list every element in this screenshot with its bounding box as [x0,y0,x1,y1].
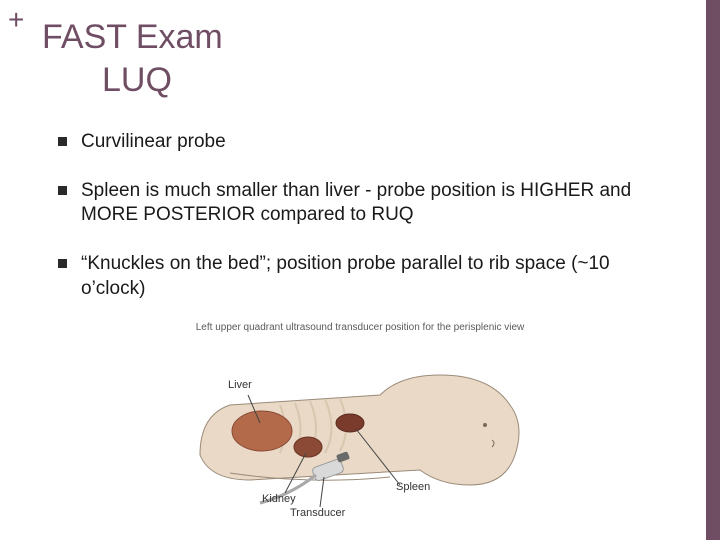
bullet-icon [58,259,67,268]
bullet-text: Curvilinear probe [81,130,226,155]
title-line1: FAST Exam [42,18,223,57]
list-item: Spleen is much smaller than liver - prob… [58,179,660,228]
anatomy-illustration [190,335,530,521]
slide-title: FAST Exam LUQ [42,18,223,100]
accent-bar [706,0,720,540]
label-liver: Liver [228,379,252,391]
figure-caption: Left upper quadrant ultrasound transduce… [190,322,530,333]
plus-decor: + [8,6,24,34]
figure-canvas: Liver Kidney Spleen Transducer [190,335,530,521]
label-kidney: Kidney [262,493,296,505]
list-item: Curvilinear probe [58,130,660,155]
label-transducer: Transducer [290,507,345,519]
list-item: “Knuckles on the bed”; position probe pa… [58,252,660,301]
bullet-list: Curvilinear probe Spleen is much smaller… [58,130,660,325]
bullet-text: “Knuckles on the bed”; position probe pa… [81,252,660,301]
figure: Left upper quadrant ultrasound transduce… [190,322,530,522]
title-line2: LUQ [102,61,223,100]
bullet-icon [58,137,67,146]
bullet-text: Spleen is much smaller than liver - prob… [81,179,660,228]
label-spleen: Spleen [396,481,430,493]
bullet-icon [58,186,67,195]
